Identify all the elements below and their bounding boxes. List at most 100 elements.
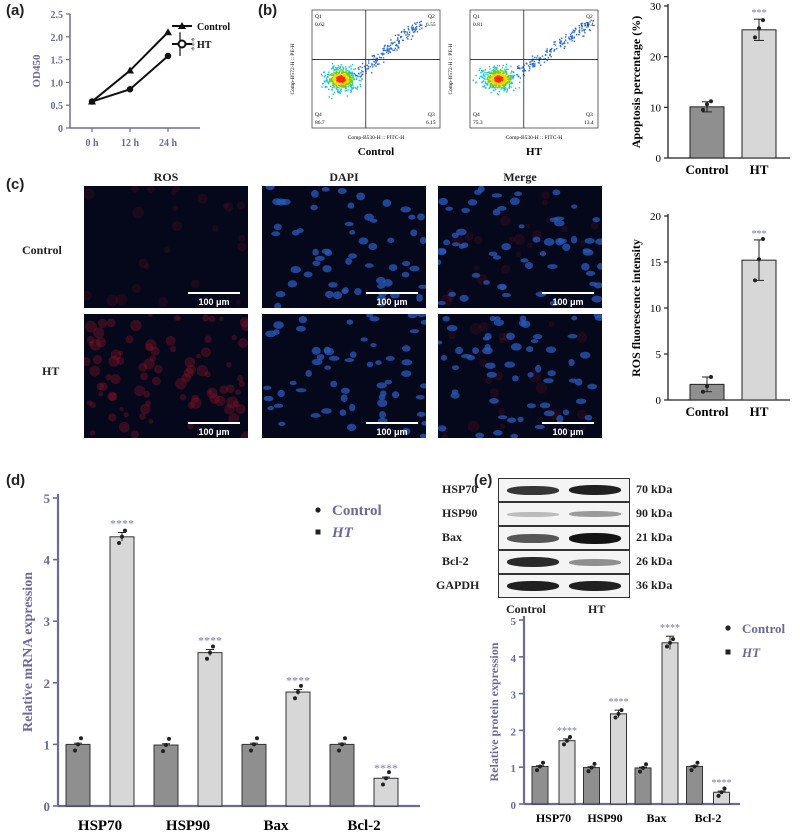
scatter-points (472, 19, 595, 96)
legend-marker (178, 22, 186, 29)
replicate-point (167, 736, 171, 741)
scale-bar-label: 100 μm (198, 427, 230, 437)
x-tick-label: HSP90 (166, 818, 210, 834)
replicate-point (671, 637, 675, 642)
y-tick-label: 30 (650, 1, 662, 13)
micrograph-ht-merge: 100 μm (438, 314, 602, 438)
replicate-point (562, 742, 566, 747)
replicate-point (757, 26, 761, 31)
chart-d: 0 1 2 3 4 5 Relative mRNA expression **** HSP70 *… (21, 491, 420, 834)
x-tick-label: Bcl-2 (695, 811, 722, 825)
y-tick-label: 5 (511, 616, 517, 628)
bar-ht-hsp70 (558, 740, 576, 805)
legend-marker (315, 529, 321, 535)
bar-control-bax (634, 767, 652, 805)
blot-lane-label: Control (506, 602, 546, 616)
micrograph-texture (263, 314, 426, 438)
bar-control-hsp90 (153, 744, 179, 807)
micrograph-texture (438, 186, 602, 307)
y-tick-label: 0 (44, 799, 51, 814)
replicate-point (120, 534, 124, 539)
blot-kda-label: 26 kDa (636, 554, 673, 568)
row-header-control: Control (22, 243, 62, 257)
quadrant-label: Q2 (428, 14, 435, 20)
y-tick-label: 2.0 (51, 33, 64, 44)
replicate-point (722, 786, 727, 791)
y-tick-label: 20 (650, 211, 662, 223)
flow-x-label: Comp-B530-H :: FITC-H (506, 135, 563, 141)
significance-stars: *** (752, 8, 767, 19)
blot-band (569, 511, 621, 517)
replicate-point (695, 760, 700, 765)
quadrant-value: 86.7 (315, 120, 325, 126)
micrograph-texture (84, 186, 247, 307)
data-point (126, 86, 134, 93)
replicate-point (761, 237, 765, 241)
replicate-point (343, 736, 347, 741)
y-tick-label: 1.0 (51, 78, 64, 89)
y-axis-label: ROS fluorescence intensity (629, 239, 643, 377)
y-tick-label: 2 (44, 676, 51, 691)
plot-frame (469, 9, 599, 129)
quadrant-value: 6.55 (426, 22, 436, 28)
replicate-point (689, 768, 694, 773)
quadrant-value: 0.62 (315, 22, 325, 28)
bar-ht (741, 259, 777, 401)
x-tick-label: HSP70 (78, 818, 122, 834)
bar-control-hsp70 (531, 765, 549, 805)
x-tick-label: HSP90 (587, 811, 622, 825)
replicate-point (761, 18, 765, 23)
blot-band (507, 533, 559, 543)
flow-plot-control: Q1 0.62 Q2 6.55 Q3 6.15 Q4 86.7 Comp-B572-H :: P… (284, 4, 444, 164)
bar-ht-bax (285, 691, 311, 807)
replicate-point (255, 736, 259, 741)
chart-b: 0 10 20 30 Apoptosis percentage (%) Control HT… (629, 1, 790, 177)
legend-marker (315, 507, 321, 513)
x-tick-label: Bcl-2 (347, 818, 380, 834)
y-tick-label: 15 (650, 257, 662, 269)
quadrant-label: Q1 (315, 14, 322, 20)
panel-label-c: (c) (6, 176, 25, 193)
blot-lane-label: HT (588, 602, 606, 616)
y-tick-label: 3 (511, 690, 517, 702)
y-axis-label: Apoptosis percentage (%) (629, 16, 643, 148)
panel-label-d: (d) (6, 472, 26, 489)
bar-control (689, 106, 725, 159)
flow-y-label: Comp-B572-H :: PE-H (290, 43, 296, 94)
blot-kda-label: 36 kDa (636, 578, 673, 592)
blot-band (507, 557, 559, 567)
replicate-point (79, 736, 83, 741)
quadrant-label: Q2 (586, 14, 593, 20)
x-tick-label: Bax (646, 811, 666, 825)
col-header-merge: Merge (503, 170, 537, 184)
panel-label-a: (a) (6, 2, 25, 19)
significance-stars: **** (286, 674, 310, 688)
chart-e: 0 1 2 3 4 5 Relative protein expression **** HSP… (487, 616, 785, 825)
blot-kda-label: 70 kDa (636, 482, 673, 496)
quadrant-label: Q3 (428, 112, 435, 118)
replicate-point (665, 644, 669, 649)
replicate-point (337, 748, 341, 753)
blot-band (569, 532, 621, 544)
replicate-point (705, 384, 709, 389)
blot-strip-gapdh (498, 574, 630, 598)
blot-protein-label: Bcl-2 (442, 554, 469, 568)
replicate-point (565, 738, 569, 743)
blot-band (507, 581, 559, 591)
replicate-point (692, 764, 697, 769)
bar-control-bcl-2 (686, 765, 703, 805)
replicate-point (589, 765, 594, 770)
x-tick-label: 12 h (121, 138, 140, 149)
replicate-point (296, 690, 300, 695)
replicate-point (387, 770, 391, 775)
replicate-point (123, 528, 127, 533)
significance-stars: **** (660, 623, 680, 634)
replicate-point (208, 650, 212, 655)
data-point (88, 98, 96, 105)
scale-bar-label: 100 μm (552, 297, 584, 307)
col-header-ros: ROS (153, 170, 179, 184)
y-tick-label: 4 (511, 653, 517, 665)
scale-bar-label: 100 μm (552, 427, 584, 437)
blot-band (569, 558, 621, 566)
data-point (164, 52, 172, 60)
